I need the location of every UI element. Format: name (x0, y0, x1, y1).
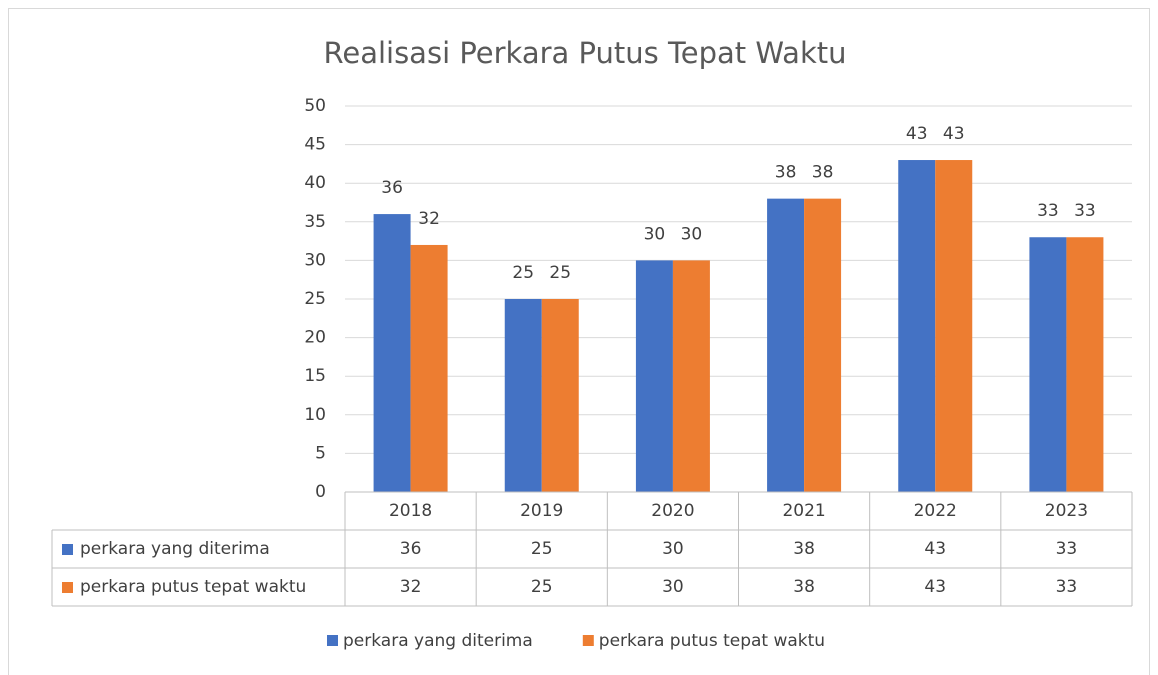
y-tick-label: 20 (304, 328, 326, 348)
data-label: 33 (1074, 201, 1096, 221)
bar (541, 299, 579, 492)
bar (767, 198, 805, 492)
table-cell: 43 (924, 577, 946, 597)
data-label: 25 (512, 263, 534, 283)
y-tick-label: 25 (304, 289, 326, 309)
data-label: 43 (906, 124, 928, 144)
data-label: 25 (549, 263, 571, 283)
y-tick-label: 35 (304, 212, 326, 232)
data-label: 43 (943, 124, 965, 144)
x-tick-label: 2019 (520, 501, 563, 521)
bar (373, 214, 411, 492)
bar (410, 244, 448, 492)
data-label: 30 (681, 224, 703, 244)
table-cell: 43 (924, 539, 946, 559)
chart-title: Realisasi Perkara Putus Tepat Waktu (324, 36, 847, 70)
x-tick-label: 2022 (914, 501, 957, 521)
y-tick-label: 0 (315, 482, 326, 502)
y-tick-label: 10 (304, 405, 326, 425)
table-cell: 36 (400, 539, 422, 559)
legend-label: perkara putus tepat waktu (599, 631, 825, 651)
table-row-label: perkara putus tepat waktu (80, 577, 306, 597)
bar (504, 299, 542, 492)
y-tick-label: 45 (304, 135, 326, 155)
table-cell: 38 (793, 577, 815, 597)
x-tick-label: 2021 (782, 501, 825, 521)
data-label: 36 (381, 178, 403, 198)
bar (672, 260, 710, 492)
y-tick-label: 40 (304, 173, 326, 193)
legend-key (327, 635, 338, 646)
bar (898, 160, 936, 493)
table-cell: 25 (531, 577, 553, 597)
bar (1029, 237, 1067, 492)
table-cell: 25 (531, 539, 553, 559)
table-cell: 38 (793, 539, 815, 559)
table-cell: 33 (1056, 539, 1078, 559)
y-tick-label: 15 (304, 366, 326, 386)
bar (635, 260, 673, 492)
table-cell: 30 (662, 577, 684, 597)
table-cell: 32 (400, 577, 422, 597)
legend-key (582, 635, 594, 646)
table-legend-key (62, 544, 73, 555)
y-tick-label: 50 (304, 96, 326, 116)
table-legend-key (62, 582, 73, 593)
x-tick-label: 2023 (1045, 501, 1088, 521)
data-label: 33 (1037, 201, 1059, 221)
table-cell: 33 (1056, 577, 1078, 597)
legend-label: perkara yang diterima (343, 631, 533, 651)
data-label: 32 (418, 209, 440, 229)
x-tick-label: 2020 (651, 501, 694, 521)
x-tick-label: 2018 (389, 501, 432, 521)
bar (1066, 237, 1104, 492)
bar (804, 198, 842, 492)
bar (935, 160, 973, 493)
y-tick-label: 5 (315, 443, 326, 463)
data-label: 30 (644, 224, 666, 244)
table-cell: 30 (662, 539, 684, 559)
chart-frame (8, 8, 1150, 675)
data-label: 38 (812, 163, 834, 183)
table-row-label: perkara yang diterima (80, 539, 270, 559)
data-label: 38 (775, 163, 797, 183)
y-tick-label: 30 (304, 250, 326, 270)
